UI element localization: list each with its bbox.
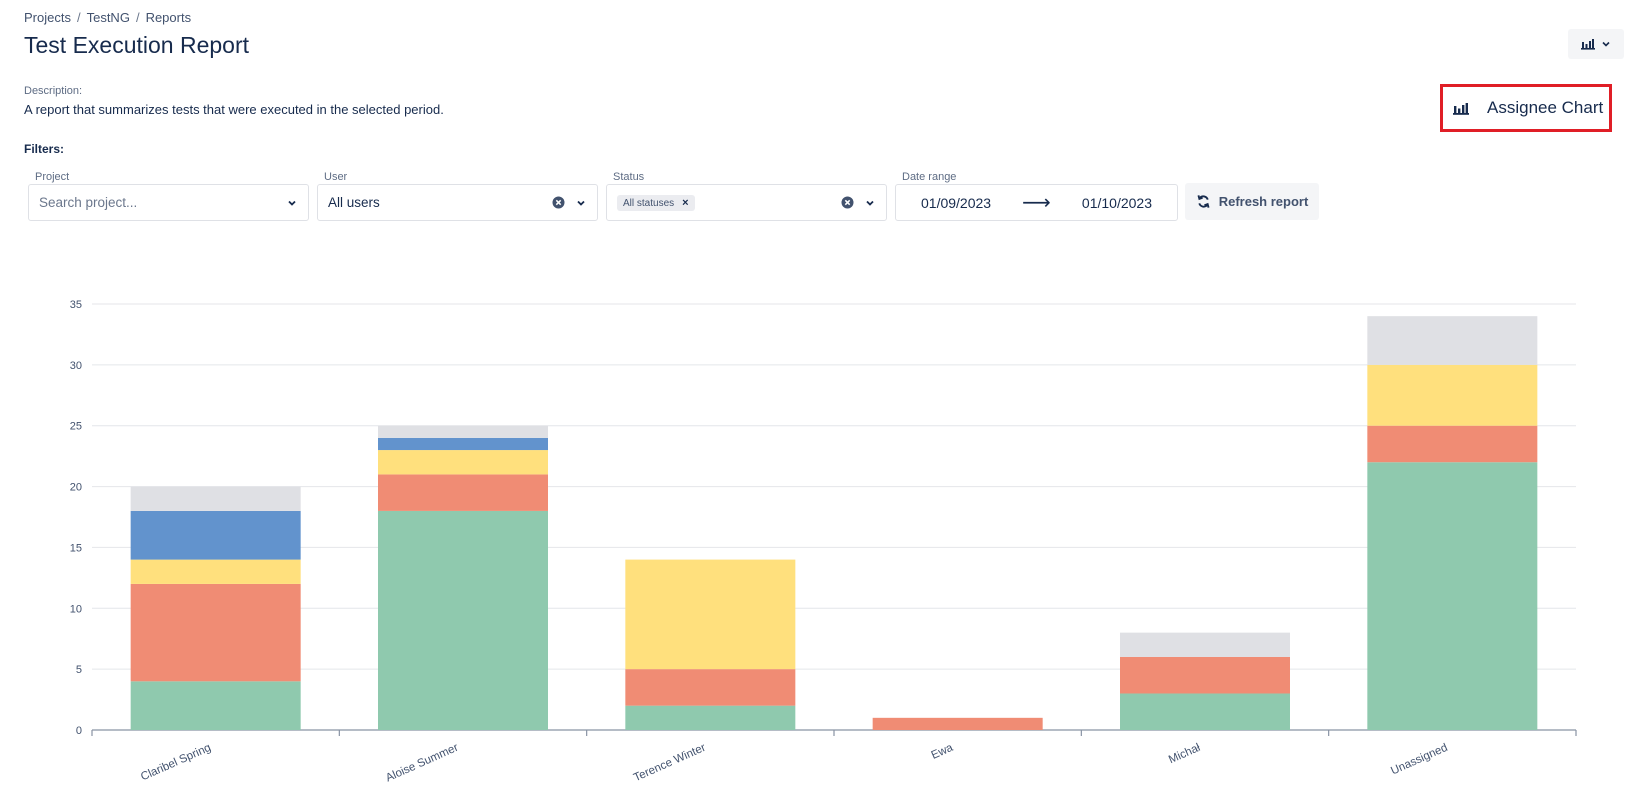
status-filter-label: Status xyxy=(613,171,645,183)
date-from-input[interactable]: 01/09/2023 xyxy=(921,194,992,211)
bar-segment xyxy=(625,705,796,730)
chevron-down-icon xyxy=(577,200,585,206)
clear-icon[interactable] xyxy=(841,196,854,209)
bar-segment xyxy=(1120,693,1290,730)
page-title: Test Execution Report xyxy=(24,32,250,58)
bar-segment xyxy=(130,486,301,511)
y-tick-label: 20 xyxy=(70,482,82,494)
y-tick-label: 0 xyxy=(76,725,82,737)
date-range-label: Date range xyxy=(902,171,957,183)
assignee-chart-selector[interactable]: Assignee Chart xyxy=(1440,84,1612,132)
chevron-down-icon xyxy=(1602,41,1610,47)
bar-segment xyxy=(625,559,796,670)
filters-label: Filters: xyxy=(24,142,65,156)
user-select[interactable]: All users xyxy=(317,184,598,221)
date-to-input[interactable]: 01/10/2023 xyxy=(1081,194,1152,211)
assignee-bar-chart: 0 5 10 15 20 25 30 35 Claribel Spring Aloise Summ… xyxy=(70,299,1577,785)
bar-segment xyxy=(1367,364,1538,426)
bar-segment xyxy=(378,510,548,730)
x-tick-label: Unassigned xyxy=(1389,742,1449,778)
bar-segment xyxy=(872,717,1043,730)
bar-chart-icon xyxy=(1453,102,1469,115)
bar-segment xyxy=(130,559,301,584)
bar-segment xyxy=(378,474,548,511)
description-label: Description: xyxy=(24,85,83,97)
bar-segment xyxy=(130,510,301,560)
status-tag-label: All statuses xyxy=(623,197,675,209)
arrow-right-icon: ⟶ xyxy=(1022,192,1051,214)
user-select-value: All users xyxy=(328,195,380,210)
x-tick-label: Aloise Summer xyxy=(384,742,460,785)
remove-tag-icon[interactable]: × xyxy=(682,197,689,210)
status-select[interactable]: All statuses × xyxy=(606,184,887,221)
breadcrumb: Projects / TestNG / Reports xyxy=(24,10,191,25)
status-tag: All statuses × xyxy=(617,195,695,212)
y-tick-label: 25 xyxy=(70,421,82,433)
y-tick-label: 35 xyxy=(70,299,82,311)
refresh-icon xyxy=(1197,195,1210,208)
x-tick-label: Claribel Spring xyxy=(139,742,213,784)
clear-icon[interactable] xyxy=(552,196,565,209)
description-text: A report that summarizes tests that were… xyxy=(24,102,444,117)
bar-segment xyxy=(1367,425,1538,463)
assignee-chart-label: Assignee Chart xyxy=(1487,98,1604,117)
bar-segment xyxy=(378,450,548,475)
bar-segment xyxy=(130,583,301,682)
y-tick-label: 15 xyxy=(70,542,82,554)
bar-segment xyxy=(1120,632,1290,657)
project-select-placeholder: Search project... xyxy=(39,195,138,210)
x-tick-label: Michał xyxy=(1167,742,1203,767)
bar-segment xyxy=(1367,462,1538,730)
breadcrumb-separator: / xyxy=(76,10,81,25)
bar-chart-icon xyxy=(1581,39,1595,50)
bar-segment xyxy=(378,425,548,438)
breadcrumb-reports[interactable]: Reports xyxy=(145,10,192,25)
chevron-down-icon xyxy=(866,200,874,206)
bar-segment xyxy=(130,681,301,730)
y-tick-label: 10 xyxy=(70,603,82,615)
user-filter-label: User xyxy=(324,171,348,183)
bar-segment xyxy=(378,437,548,451)
chart-type-menu-button[interactable] xyxy=(1568,29,1624,59)
bar-segment xyxy=(625,669,796,706)
project-filter-label: Project xyxy=(35,171,70,183)
chevron-down-icon xyxy=(288,200,296,206)
refresh-report-button[interactable]: Refresh report xyxy=(1185,183,1319,220)
breadcrumb-projects[interactable]: Projects xyxy=(24,10,71,25)
y-tick-label: 30 xyxy=(70,360,82,372)
date-range-picker[interactable]: 01/09/2023 ⟶ 01/10/2023 xyxy=(895,184,1178,221)
refresh-report-label: Refresh report xyxy=(1218,194,1309,209)
bar-segment xyxy=(1367,316,1538,365)
x-tick-label: Ewa xyxy=(930,742,956,762)
x-tick-label: Terence Winter xyxy=(632,742,708,784)
bar-segment xyxy=(1120,656,1290,694)
breadcrumb-separator: / xyxy=(135,10,140,25)
project-select[interactable]: Search project... xyxy=(28,184,309,221)
breadcrumb-testng[interactable]: TestNG xyxy=(86,10,130,25)
y-tick-label: 5 xyxy=(76,664,82,676)
